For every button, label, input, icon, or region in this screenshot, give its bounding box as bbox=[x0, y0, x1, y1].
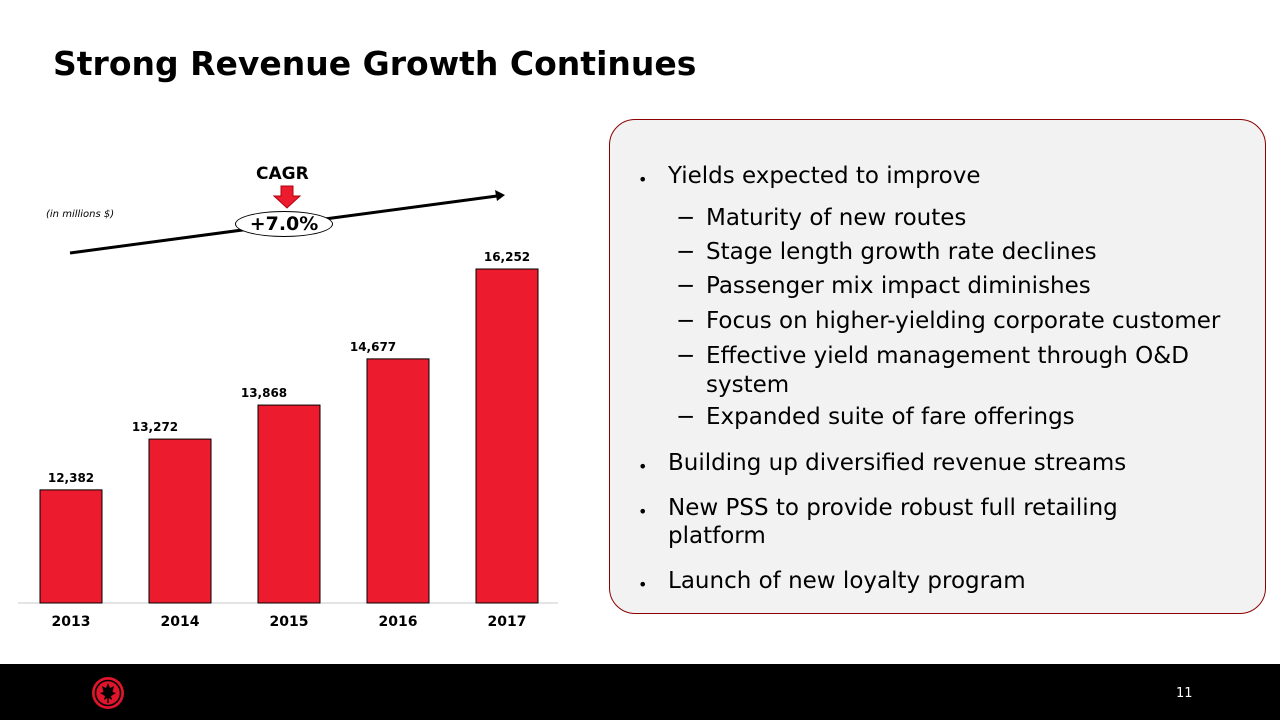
slide-title: Strong Revenue Growth Continues bbox=[53, 44, 697, 83]
sub-bullet-text: Stage length growth rate declines bbox=[706, 239, 1097, 265]
page-number: 11 bbox=[1176, 686, 1193, 701]
bullet-dot: • bbox=[638, 575, 648, 594]
category-label-2013: 2013 bbox=[52, 614, 91, 630]
category-label-2017: 2017 bbox=[488, 614, 527, 630]
value-label-2013: 12,382 bbox=[48, 471, 94, 485]
bullet-dot: • bbox=[638, 502, 648, 521]
sub-bullet-text: Effective yield management through O&D bbox=[706, 343, 1189, 369]
value-label-2017: 16,252 bbox=[484, 250, 530, 264]
revenue-bar-chart: 12,382 2013 13,272 2014 13,868 2015 14,677 2016… bbox=[18, 185, 558, 630]
bar-2017 bbox=[475, 268, 539, 604]
sub-bullet-dash: − bbox=[676, 273, 696, 299]
maple-leaf-logo-icon bbox=[92, 677, 124, 709]
value-label-2016: 14,677 bbox=[350, 340, 396, 354]
footer-bar bbox=[0, 664, 1280, 720]
bar-2013 bbox=[39, 489, 103, 604]
cagr-value: +7.0% bbox=[235, 211, 333, 237]
bullet-dot: • bbox=[638, 170, 648, 189]
value-label-2015: 13,868 bbox=[241, 386, 287, 400]
unit-note: (in millions $) bbox=[46, 209, 115, 220]
sub-bullet-text: system bbox=[706, 372, 790, 398]
sub-bullet-text: Maturity of new routes bbox=[706, 205, 967, 231]
highlights-panel bbox=[609, 119, 1266, 614]
bar-2015 bbox=[257, 404, 321, 604]
bullet-text: Yields expected to improve bbox=[668, 163, 981, 189]
down-arrow-icon bbox=[272, 185, 302, 209]
sub-bullet-dash: − bbox=[676, 308, 696, 334]
sub-bullet-text: Expanded suite of fare offerings bbox=[706, 404, 1075, 430]
sub-bullet-dash: − bbox=[676, 239, 696, 265]
sub-bullet-dash: − bbox=[676, 404, 696, 430]
value-label-2014: 13,272 bbox=[132, 420, 178, 434]
bullet-text: Building up diversified revenue streams bbox=[668, 450, 1127, 476]
sub-bullet-text: Focus on higher-yielding corporate custo… bbox=[706, 308, 1221, 334]
bullet-text: platform bbox=[668, 523, 766, 549]
bullet-dot: • bbox=[638, 457, 648, 476]
sub-bullet-text: Passenger mix impact diminishes bbox=[706, 273, 1091, 299]
bar-2014 bbox=[148, 438, 212, 604]
sub-bullet-dash: − bbox=[676, 205, 696, 231]
category-label-2014: 2014 bbox=[161, 614, 200, 630]
category-label-2016: 2016 bbox=[379, 614, 418, 630]
sub-bullet-dash: − bbox=[676, 343, 696, 369]
bullet-text: New PSS to provide robust full retailing bbox=[668, 495, 1118, 521]
cagr-label: CAGR bbox=[256, 164, 309, 184]
bullet-text: Launch of new loyalty program bbox=[668, 568, 1026, 594]
bar-2016 bbox=[366, 358, 430, 604]
category-label-2015: 2015 bbox=[270, 614, 309, 630]
